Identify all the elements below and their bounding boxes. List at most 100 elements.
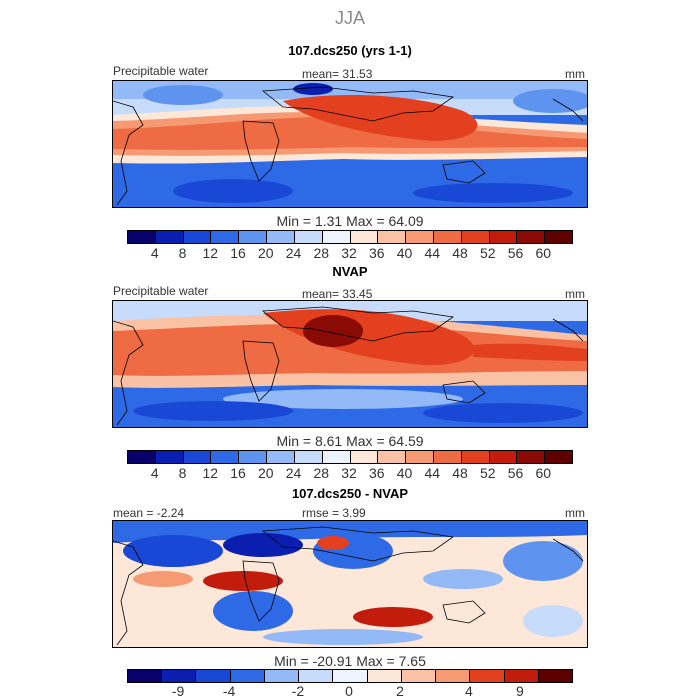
colorbar-bin (239, 231, 268, 243)
colorbar-bin (183, 451, 212, 463)
panel3-title: 107.dcs250 - NVAP (291, 486, 409, 501)
colorbar-tick: 44 (424, 465, 441, 481)
colorbar-tick: 52 (479, 245, 496, 261)
colorbar-bin (267, 451, 295, 463)
colorbar-bin (489, 451, 518, 463)
colorbar-tick: 56 (507, 245, 524, 261)
colorbar-tick: 60 (535, 465, 552, 481)
colorbar-tick: 20 (257, 465, 274, 481)
colorbar-tick: -2 (291, 683, 305, 699)
panel2-colorbar (127, 450, 573, 464)
colorbar-tick: 24 (285, 245, 302, 261)
colorbar-tick: 9 (516, 683, 524, 699)
panel3-map (112, 520, 588, 648)
colorbar-bin (128, 670, 163, 682)
colorbar-bin (538, 670, 573, 682)
colorbar-tick: 32 (341, 465, 357, 481)
colorbar-tick: 56 (507, 465, 524, 481)
panel3-rmse: rmse = 3.99 (302, 506, 366, 520)
colorbar-bin (162, 670, 197, 682)
panel1-colorbar (127, 230, 573, 244)
colorbar-tick: 44 (424, 245, 441, 261)
colorbar-bin (517, 451, 546, 463)
season-title: JJA (334, 8, 365, 28)
colorbar-bin (264, 670, 300, 682)
colorbar-bin (155, 451, 184, 463)
panel2-map (112, 300, 588, 428)
colorbar-bin (211, 231, 240, 243)
panel1-colorbar-ticks: 4 8 12 16 20 24 28 32 36 40 44 48 52 56 … (127, 245, 571, 261)
panel3-minmax: Min = -20.91 Max = 7.65 (274, 653, 426, 669)
colorbar-tick: 4 (150, 465, 159, 481)
panel3-units: mm (565, 506, 585, 520)
colorbar-bin (128, 231, 156, 243)
panel2-minmax: Min = 8.61 Max = 64.59 (276, 433, 424, 449)
colorbar-bin (211, 451, 240, 463)
panel2-title: NVAP (332, 264, 368, 279)
panel3-mean: mean = -2.24 (113, 506, 185, 520)
colorbar-bin (545, 451, 572, 463)
panel1-units: mm (565, 67, 585, 81)
colorbar-tick: 40 (396, 245, 413, 261)
colorbar-bin (378, 451, 407, 463)
colorbar-bin (322, 451, 351, 463)
colorbar-bin (128, 451, 156, 463)
colorbar-tick: 12 (202, 245, 219, 261)
colorbar-bin (433, 451, 462, 463)
colorbar-tick: 36 (368, 245, 385, 261)
colorbar-bin (294, 451, 323, 463)
panel2-variable-label: Precipitable water (113, 284, 209, 298)
colorbar-tick: 28 (313, 245, 330, 261)
colorbar-tick: 4 (464, 683, 473, 699)
panel3-colorbar-ticks: -9 -4 -2 0 2 4 9 (127, 683, 571, 699)
colorbar-tick: 24 (285, 465, 302, 481)
colorbar-bin (489, 231, 518, 243)
colorbar-bin (378, 231, 407, 243)
colorbar-bin (436, 670, 471, 682)
panel3-colorbar (127, 669, 573, 683)
colorbar-bin (406, 451, 434, 463)
colorbar-tick: 2 (396, 683, 404, 699)
panel1-title: 107.dcs250 (yrs 1-1) (288, 43, 412, 58)
colorbar-bin (294, 231, 323, 243)
colorbar-bin (401, 670, 437, 682)
panel1-mean: mean= 31.53 (302, 67, 373, 81)
colorbar-bin (350, 231, 379, 243)
colorbar-bin (155, 231, 184, 243)
colorbar-bin (333, 670, 368, 682)
colorbar-bin (230, 670, 265, 682)
colorbar-bin (504, 670, 539, 682)
colorbar-tick: 40 (396, 465, 413, 481)
colorbar-bin (350, 451, 379, 463)
colorbar-bin (239, 451, 268, 463)
colorbar-tick: -4 (222, 683, 236, 699)
colorbar-bin (267, 231, 295, 243)
panel1-minmax: Min = 1.31 Max = 64.09 (276, 213, 424, 229)
colorbar-tick: 32 (341, 245, 357, 261)
colorbar-bin (517, 231, 546, 243)
colorbar-bin (196, 670, 231, 682)
colorbar-tick: 0 (345, 683, 353, 699)
colorbar-tick: 48 (452, 245, 468, 261)
colorbar-tick: 52 (479, 465, 496, 481)
panel1-map (112, 80, 588, 208)
colorbar-tick: 4 (150, 245, 159, 261)
colorbar-tick: 8 (178, 245, 187, 261)
colorbar-bin (470, 670, 505, 682)
colorbar-bin (299, 670, 334, 682)
panel2-mean: mean= 33.45 (302, 287, 373, 301)
panel2-units: mm (565, 287, 585, 301)
panel2-colorbar-ticks: 4 8 12 16 20 24 28 32 36 40 44 48 52 56 … (127, 465, 571, 481)
colorbar-tick: 12 (202, 465, 219, 481)
colorbar-tick: 36 (368, 465, 385, 481)
colorbar-tick: 60 (535, 245, 552, 261)
colorbar-tick: 20 (257, 245, 274, 261)
colorbar-tick: 16 (230, 465, 246, 481)
colorbar-bin (367, 670, 402, 682)
colorbar-bin (433, 231, 462, 243)
colorbar-bin (545, 231, 572, 243)
colorbar-bin (406, 231, 434, 243)
panel1-variable-label: Precipitable water (113, 64, 209, 78)
colorbar-tick: 16 (230, 245, 246, 261)
colorbar-tick: 8 (178, 465, 187, 481)
